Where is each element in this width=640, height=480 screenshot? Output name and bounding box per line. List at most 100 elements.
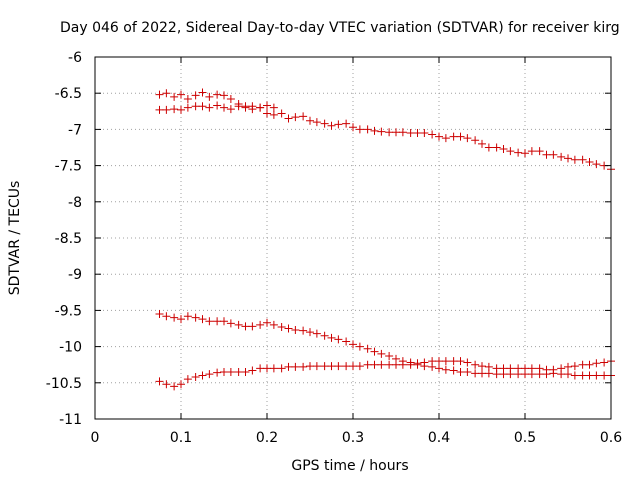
data-point-lower-a: [269, 320, 278, 329]
data-point-upper-b: [162, 105, 171, 114]
data-point-upper-a: [205, 92, 214, 101]
data-points: [155, 88, 615, 391]
data-point-upper-b: [220, 103, 228, 112]
data-point-upper-a: [484, 143, 493, 152]
data-point-lower-a: [155, 310, 164, 319]
data-point-upper-a: [406, 129, 415, 138]
y-tick-label: -10.5: [46, 376, 82, 392]
data-point-upper-a: [306, 116, 314, 125]
data-point-upper-a: [506, 147, 515, 156]
data-point-lower-a: [349, 340, 357, 349]
data-point-lower-a: [600, 371, 609, 380]
data-point-lower-b: [492, 364, 501, 373]
data-point-lower-a: [463, 367, 472, 376]
data-point-lower-b: [263, 364, 271, 373]
data-point-lower-a: [363, 344, 372, 353]
y-tick-label: -6.5: [55, 86, 82, 102]
data-point-lower-b: [256, 364, 265, 373]
data-point-upper-a: [549, 150, 558, 159]
data-point-lower-b: [327, 362, 336, 371]
data-point-upper-a: [557, 152, 566, 161]
data-point-upper-a: [385, 128, 394, 137]
data-point-lower-b: [420, 358, 429, 367]
data-point-lower-b: [392, 360, 400, 369]
data-point-lower-b: [213, 368, 222, 377]
data-point-lower-a: [449, 366, 458, 375]
data-point-upper-a: [312, 118, 321, 127]
data-point-upper-a: [220, 91, 228, 100]
data-point-lower-b: [370, 360, 379, 369]
y-tick-label: -8: [68, 195, 82, 211]
data-point-upper-a: [370, 126, 379, 135]
data-point-lower-b: [170, 382, 179, 391]
data-point-lower-b: [183, 375, 192, 384]
data-point-upper-a: [377, 127, 386, 136]
x-tick-label: 0.3: [342, 430, 364, 446]
data-point-lower-b: [334, 362, 343, 371]
data-point-lower-a: [183, 312, 192, 321]
data-point-upper-a: [355, 125, 364, 134]
data-point-lower-b: [471, 360, 480, 369]
data-point-lower-b: [398, 360, 407, 369]
data-point-upper-a: [435, 132, 443, 141]
y-tick-label: -11: [59, 412, 82, 428]
data-point-lower-b: [564, 362, 572, 371]
data-point-lower-a: [441, 365, 450, 374]
data-point-upper-b: [256, 103, 265, 112]
data-point-upper-b: [234, 102, 243, 111]
data-point-lower-b: [191, 373, 200, 382]
data-point-lower-b: [600, 358, 609, 367]
data-point-lower-b: [277, 364, 286, 373]
data-point-upper-b: [241, 103, 250, 112]
data-point-lower-b: [284, 362, 293, 371]
data-point-lower-b: [578, 360, 587, 369]
data-point-upper-a: [327, 121, 336, 130]
data-point-upper-a: [564, 154, 572, 163]
data-point-lower-b: [535, 364, 544, 373]
data-point-upper-b: [198, 102, 207, 111]
data-point-lower-a: [471, 369, 480, 378]
data-point-lower-a: [177, 315, 185, 324]
data-point-upper-a: [413, 129, 422, 138]
data-point-lower-a: [306, 328, 314, 337]
data-point-lower-b: [527, 364, 536, 373]
y-tick-label: -6: [68, 50, 82, 66]
data-point-lower-a: [435, 364, 443, 373]
data-point-upper-b: [205, 103, 214, 112]
data-point-upper-b: [248, 102, 257, 111]
data-point-upper-a: [226, 94, 235, 103]
data-point-lower-a: [377, 349, 386, 358]
data-point-lower-a: [291, 325, 300, 334]
data-point-upper-a: [428, 130, 437, 139]
data-point-upper-b: [170, 105, 179, 114]
data-point-upper-a: [514, 148, 523, 157]
data-point-upper-b: [155, 105, 164, 114]
data-point-lower-a: [263, 318, 271, 327]
x-tick-label: 0.1: [170, 430, 192, 446]
data-point-lower-a: [256, 320, 265, 329]
data-point-upper-a: [398, 128, 407, 137]
data-point-upper-b: [269, 103, 278, 112]
data-point-upper-a: [535, 147, 544, 156]
data-point-lower-a: [355, 342, 364, 351]
data-point-lower-a: [342, 337, 351, 346]
data-point-lower-a: [226, 319, 235, 328]
data-point-lower-a: [284, 324, 293, 333]
data-point-lower-b: [435, 357, 443, 366]
data-point-lower-b: [162, 380, 171, 389]
data-point-lower-b: [413, 359, 422, 368]
data-point-upper-a: [213, 90, 222, 99]
data-point-upper-a: [478, 139, 486, 148]
data-point-lower-b: [542, 365, 551, 374]
data-point-upper-a: [471, 136, 480, 145]
data-point-lower-b: [463, 358, 472, 367]
data-point-lower-b: [349, 362, 357, 371]
data-point-upper-b: [226, 105, 235, 114]
data-point-lower-b: [592, 359, 601, 368]
data-point-lower-b: [248, 366, 257, 375]
data-point-lower-b: [355, 362, 364, 371]
data-point-lower-b: [155, 377, 164, 386]
data-point-lower-b: [557, 364, 566, 373]
data-point-upper-a: [198, 88, 207, 97]
